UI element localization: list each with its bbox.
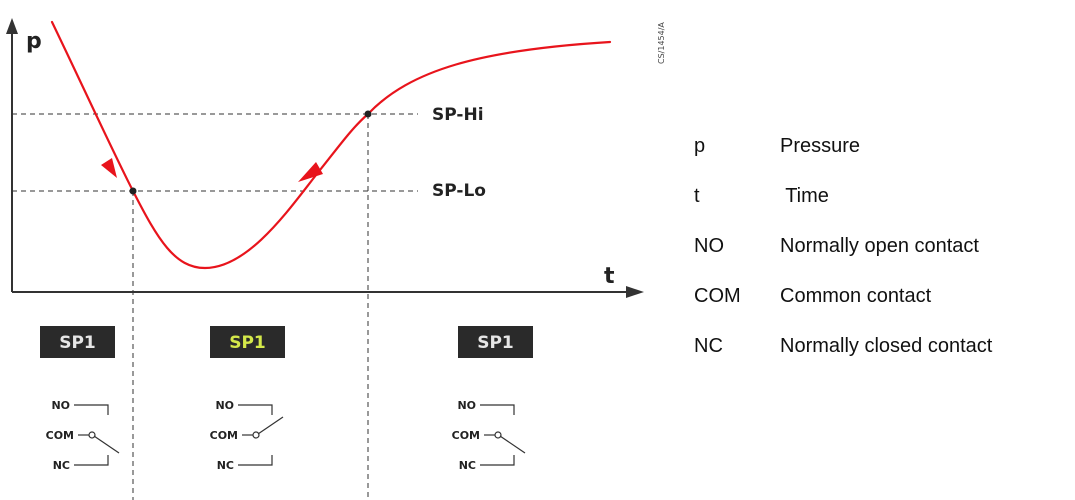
sp-hi-intersection-dot <box>364 110 372 118</box>
nc-terminal-2 <box>238 455 273 466</box>
com-pivot-3 <box>494 431 502 439</box>
contact-diagram-3: NO COM NC <box>452 399 526 472</box>
state-after-sp-hi: SP1 <box>458 326 533 358</box>
sp1-display-2 <box>210 326 285 358</box>
state-between-setpoints: SP1 <box>210 326 285 358</box>
pressure-switch-diagram: p t SP-Hi SP-Lo CS/1454/A SP1 NO COM NC … <box>6 18 666 500</box>
rising-direction-arrow <box>298 162 323 182</box>
y-axis-arrowhead <box>6 18 18 34</box>
y-axis-label: p <box>26 29 42 54</box>
no-label-3: NO <box>457 399 476 412</box>
legend-description: Normally closed contact <box>780 335 993 357</box>
legend-row-pressure: p Pressure <box>694 135 1069 185</box>
switch-arm-2 <box>257 416 284 435</box>
state-before-sp-lo: SP1 <box>40 326 115 358</box>
legend-description: Time <box>780 185 829 207</box>
legend-description: Common contact <box>780 285 932 307</box>
legend-key: NO <box>694 235 724 257</box>
legend-key: COM <box>694 285 741 307</box>
document-code: CS/1454/A <box>657 22 666 64</box>
x-axis-label: t <box>604 264 615 289</box>
legend-key: t <box>694 185 700 207</box>
sp-lo-intersection-dot <box>129 187 137 195</box>
no-label-1: NO <box>51 399 70 412</box>
nc-terminal-3 <box>480 455 515 466</box>
legend-description: Pressure <box>780 135 861 157</box>
nc-label-3: NC <box>459 459 476 472</box>
com-label-2: COM <box>210 429 238 442</box>
legend-row-time: t Time <box>694 185 1069 235</box>
sp-hi-label: SP-Hi <box>432 105 484 125</box>
legend-row-nc: NC Normally closed contact <box>694 335 1069 385</box>
contact-diagram-2: NO COM NC <box>210 399 284 472</box>
legend-key: NC <box>694 335 723 357</box>
legend-description: Normally open contact <box>780 235 979 257</box>
switch-arm-3 <box>499 435 526 454</box>
x-axis-arrowhead <box>626 286 644 298</box>
switch-arm-1 <box>93 435 120 454</box>
nc-label-2: NC <box>217 459 234 472</box>
com-label-1: COM <box>46 429 74 442</box>
contact-diagram-1: NO COM NC <box>46 399 120 472</box>
sp1-display-2-text: SP1 <box>229 333 266 353</box>
nc-label-1: NC <box>53 459 70 472</box>
no-terminal-1 <box>74 404 109 415</box>
com-pivot-2 <box>252 431 260 439</box>
sp-lo-label: SP-Lo <box>432 181 486 201</box>
legend-key: p <box>694 135 706 157</box>
sp1-display-1-text: SP1 <box>59 333 96 353</box>
legend-row-no: NO Normally open contact <box>694 235 1069 285</box>
legend: p Pressure t Time NO Normally open conta… <box>694 135 1069 385</box>
legend-row-com: COM Common contact <box>694 285 1069 335</box>
no-terminal-2 <box>238 404 273 415</box>
sp1-display-3-text: SP1 <box>477 333 514 353</box>
no-label-2: NO <box>215 399 234 412</box>
nc-terminal-1 <box>74 455 109 466</box>
no-terminal-3 <box>480 404 515 415</box>
falling-direction-arrow <box>101 158 117 178</box>
com-label-3: COM <box>452 429 480 442</box>
pressure-curve <box>50 20 612 270</box>
sp1-display-3 <box>458 326 533 358</box>
com-pivot-1 <box>88 431 96 439</box>
sp1-display-1 <box>40 326 115 358</box>
